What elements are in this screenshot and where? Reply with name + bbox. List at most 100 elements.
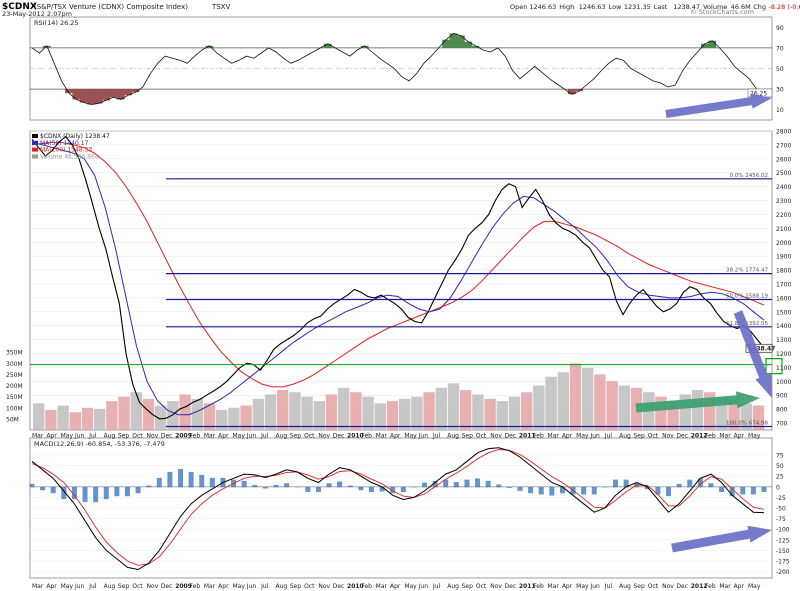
x-axis-label: 2009 — [175, 583, 192, 590]
rsi-overbought-fill — [205, 45, 214, 48]
x-axis-label: Nov — [147, 583, 159, 590]
volume-bar — [106, 401, 118, 430]
x-axis-label: May — [61, 583, 74, 590]
price-tick-label: 800 — [776, 407, 788, 414]
volume-bar — [216, 410, 228, 430]
volume-bar — [191, 398, 203, 430]
x-axis-label: Nov — [147, 433, 159, 440]
macd-histogram-bar — [315, 486, 321, 493]
header-date: 23-May-2012 2:07pm — [2, 10, 72, 18]
macd-histogram-bar — [453, 482, 459, 488]
volume-bar — [69, 412, 81, 430]
quote-value: 1231.35 — [624, 3, 651, 11]
legend-label: MA(50) 1440.17 — [40, 140, 88, 147]
volume-bar — [289, 392, 301, 430]
rsi-oversold-fill — [109, 89, 118, 98]
rsi-overbought-fill — [442, 39, 450, 48]
x-axis-label: 2011 — [519, 583, 536, 590]
x-axis-label: May — [576, 433, 589, 440]
macd-tick-label: 0 — [776, 484, 780, 491]
price-tick-label: 2000 — [776, 240, 791, 247]
macd-histogram-bar — [273, 485, 279, 488]
x-axis-label: Nov — [662, 433, 674, 440]
x-axis-label: Feb — [361, 583, 372, 590]
macd-tick-label: -125 — [776, 537, 790, 544]
price-tick-label: 1300 — [776, 337, 791, 344]
macd-histogram-bar — [581, 486, 587, 495]
macd-histogram-bar — [135, 486, 141, 494]
volume-bar — [264, 394, 277, 430]
x-axis-label: May — [576, 583, 589, 590]
quote-value: 46.6M — [731, 3, 751, 11]
macd-histogram-bar — [740, 486, 746, 495]
price-tick-label: 2100 — [776, 226, 791, 233]
macd-histogram-bar — [93, 486, 99, 503]
volume-bar — [496, 401, 508, 430]
volume-bar — [130, 392, 142, 430]
price-tick-label: 2600 — [776, 156, 791, 163]
quote-value: 1246.63 — [529, 3, 556, 11]
macd-histogram-bar — [379, 486, 385, 492]
macd-histogram-bar — [538, 486, 544, 495]
volume-bar — [472, 394, 484, 430]
macd-histogram-bar — [390, 486, 396, 494]
volume-bar — [179, 394, 191, 430]
volume-bar — [740, 403, 752, 430]
rsi-tick-label: 10 — [776, 107, 784, 114]
macd-tick-label: 50 — [776, 463, 784, 470]
fib-level-label: 38.2% 1774.47 — [726, 268, 768, 274]
volume-bar — [411, 396, 423, 430]
macd-histogram-bar — [347, 485, 353, 488]
macd-histogram-bar — [655, 486, 661, 495]
x-axis-label: Dec — [505, 583, 517, 590]
x-axis-label: Apr — [734, 433, 745, 440]
volume-tick-label: 350M — [6, 350, 23, 357]
x-axis-label: 2012 — [691, 583, 708, 590]
macd-histogram-bar — [114, 486, 120, 497]
macd-histogram-bar — [422, 482, 428, 488]
volume-bar — [533, 385, 545, 430]
macd-histogram-bar — [82, 486, 88, 503]
volume-bar — [277, 390, 289, 430]
x-axis-label: Nov — [318, 433, 330, 440]
x-axis-label: Mar — [376, 583, 388, 590]
volume-bar — [313, 401, 325, 430]
rsi-oversold-fill — [124, 89, 133, 96]
macd-tick-label: -100 — [776, 527, 790, 534]
x-axis-label: Aug — [619, 433, 631, 440]
macd-histogram-bar — [209, 477, 215, 488]
volume-bar — [521, 392, 533, 430]
x-axis-label: May — [748, 583, 761, 590]
rsi-overbought-fill — [700, 43, 709, 48]
x-axis-label: Jun — [246, 583, 257, 590]
x-axis-label: 2010 — [347, 583, 364, 590]
macd-tick-label: 25 — [776, 474, 784, 481]
macd-histogram-bar — [252, 485, 258, 488]
rsi-overbought-fill — [464, 41, 473, 48]
macd-tick-label: -50 — [776, 506, 786, 513]
last-price-value: 1238.47 — [748, 346, 775, 353]
macd-legend: MACD(12,26,9) -60.854, -53.376, -7.479 — [34, 440, 165, 448]
rsi-overbought-fill — [456, 35, 465, 48]
quote-value: -8.28 (-0.66%) — [769, 3, 800, 11]
macd-histogram-bar — [432, 480, 438, 488]
volume-bar — [606, 381, 618, 430]
x-axis-label: 2010 — [347, 433, 364, 440]
volume-bar — [716, 396, 728, 430]
legend-swatch — [32, 147, 38, 152]
price-line — [31, 135, 765, 420]
x-axis-label: Jun — [589, 583, 600, 590]
macd-histogram-bar — [199, 474, 205, 488]
x-axis-label: Jun — [418, 583, 429, 590]
price-tick-label: 2400 — [776, 184, 791, 191]
quote-value: 1246.63 — [579, 3, 606, 11]
x-axis-label: Sep — [118, 583, 130, 590]
x-axis-label: Sep — [462, 433, 474, 440]
x-axis-label: Sep — [633, 433, 645, 440]
fib-level-label: 100.0% 674.98 — [726, 421, 768, 427]
macd-histogram-bar — [623, 479, 629, 488]
volume-bar — [484, 398, 496, 430]
volume-bar — [57, 405, 69, 430]
x-axis-label: Dec — [161, 583, 173, 590]
panel-frame-price — [29, 130, 773, 431]
